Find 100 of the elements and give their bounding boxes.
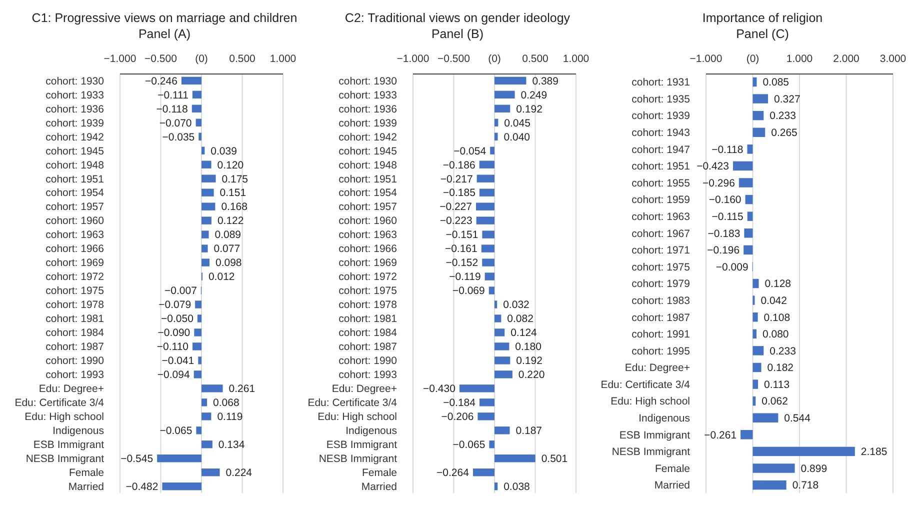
y-tick-label: cohort: 1987: [46, 341, 104, 354]
y-tick-label: cohort: 1935: [632, 93, 690, 106]
y-tick-label: Edu: High school: [318, 411, 397, 424]
data-label: 0.134: [218, 439, 245, 452]
data-label: 0.220: [518, 369, 545, 382]
y-tick-label: NESB Immigrant: [26, 453, 104, 466]
data-label: 0.224: [226, 467, 252, 480]
data-label: −0.090: [158, 327, 190, 340]
data-label: 0.544: [784, 412, 811, 425]
y-tick-label: cohort: 1975: [632, 261, 690, 274]
bar: [478, 412, 494, 420]
x-tick-label: 0.500: [522, 53, 549, 65]
data-label: 0.040: [504, 131, 530, 144]
y-tick-label: cohort: 1936: [46, 103, 104, 116]
y-tick-label: NESB Immigrant: [612, 446, 690, 458]
data-label: 0.265: [771, 127, 798, 140]
y-tick-label: cohort: 1951: [338, 173, 398, 186]
data-label: 0.718: [792, 480, 819, 492]
y-tick-label: cohort: 1990: [338, 355, 398, 368]
y-tick-label: cohort: 1960: [338, 215, 398, 228]
data-label: 0.182: [767, 362, 794, 374]
data-label: 0.128: [764, 278, 792, 290]
y-tick-label: Edu: High school: [24, 411, 104, 424]
bar: [202, 160, 212, 168]
y-tick-label: cohort: 1969: [46, 257, 104, 270]
y-tick-label: cohort: 1978: [338, 299, 398, 312]
data-label: 0.192: [516, 103, 543, 116]
bar: [752, 480, 786, 490]
data-label: −0.184: [443, 397, 476, 410]
bar: [494, 328, 505, 336]
data-label: 0.108: [764, 312, 790, 324]
y-tick-label: cohort: 1993: [46, 369, 104, 382]
bar: [747, 212, 753, 221]
data-label: 0.261: [228, 383, 256, 396]
y-tick-label: cohort: 1975: [338, 285, 398, 298]
data-label: 0.077: [214, 243, 240, 256]
data-label: 0.080: [762, 328, 789, 341]
bar: [494, 314, 502, 322]
y-tick-label: Edu: Certificate 3/4: [308, 397, 398, 410]
data-label: 0.389: [532, 75, 559, 88]
data-label: 0.175: [222, 173, 248, 186]
bar: [202, 468, 220, 476]
bar: [459, 384, 494, 392]
x-tick-label: (0): [746, 53, 760, 65]
bar: [202, 216, 212, 224]
y-tick-label: cohort: 1981: [338, 313, 398, 326]
y-tick-label: cohort: 1959: [632, 194, 690, 206]
chart-subtitle: Panel (C): [736, 27, 789, 41]
y-tick-label: Married: [68, 481, 104, 494]
data-label: 0.119: [217, 411, 243, 424]
y-tick-label: cohort: 1945: [338, 145, 398, 158]
data-label: −0.196: [707, 244, 740, 257]
y-tick-label: cohort: 1945: [46, 145, 104, 158]
y-tick-label: cohort: 1930: [46, 75, 104, 88]
data-label: −0.009: [716, 261, 748, 274]
data-label: −0.545: [120, 453, 154, 466]
y-tick-label: Married: [654, 480, 690, 492]
data-label: 0.085: [762, 76, 790, 89]
bar: [752, 362, 762, 372]
bar: [202, 398, 208, 406]
y-tick-label: cohort: 1957: [338, 201, 398, 214]
data-label: −0.041: [162, 355, 194, 368]
y-tick-label: cohort: 1966: [338, 243, 398, 256]
data-label: 0.187: [516, 425, 542, 438]
data-label: −0.035: [162, 131, 195, 144]
y-tick-label: cohort: 1954: [338, 187, 398, 200]
y-tick-label: Indigenous: [52, 425, 104, 438]
bar: [494, 132, 498, 140]
data-label: 0.032: [503, 299, 530, 312]
bar: [196, 426, 202, 434]
data-label: −0.050: [161, 313, 194, 326]
bar: [202, 230, 209, 238]
y-tick-label: cohort: 1954: [46, 187, 104, 200]
y-tick-label: cohort: 1990: [46, 355, 104, 368]
bar: [484, 272, 494, 280]
data-label: −0.110: [156, 341, 189, 354]
bar: [480, 398, 494, 406]
y-tick-label: cohort: 1948: [46, 159, 104, 172]
y-tick-label: cohort: 1991: [632, 328, 690, 341]
data-label: −0.185: [443, 187, 476, 200]
y-tick-label: cohort: 1993: [338, 369, 398, 382]
y-tick-label: cohort: 1939: [46, 117, 104, 130]
bar: [195, 300, 202, 308]
data-label: −0.111: [158, 89, 189, 102]
bar: [494, 454, 536, 462]
x-tick-label: 2.000: [833, 53, 860, 65]
bar: [732, 161, 753, 171]
data-label: −0.054: [454, 145, 486, 158]
data-label: −0.151: [446, 229, 478, 242]
data-label: −0.186: [442, 159, 476, 172]
data-label: 2.185: [860, 446, 888, 458]
bar: [194, 370, 202, 378]
data-label: −0.152: [446, 257, 478, 270]
data-label: −0.065: [160, 425, 192, 438]
chart-title: Importance of religion: [702, 11, 823, 25]
data-label: −0.119: [449, 271, 481, 284]
x-tick-label: −1.000: [690, 53, 722, 65]
data-label: 0.082: [507, 313, 534, 326]
x-tick-label: 1.000: [270, 53, 296, 65]
data-label: 0.045: [504, 117, 531, 130]
